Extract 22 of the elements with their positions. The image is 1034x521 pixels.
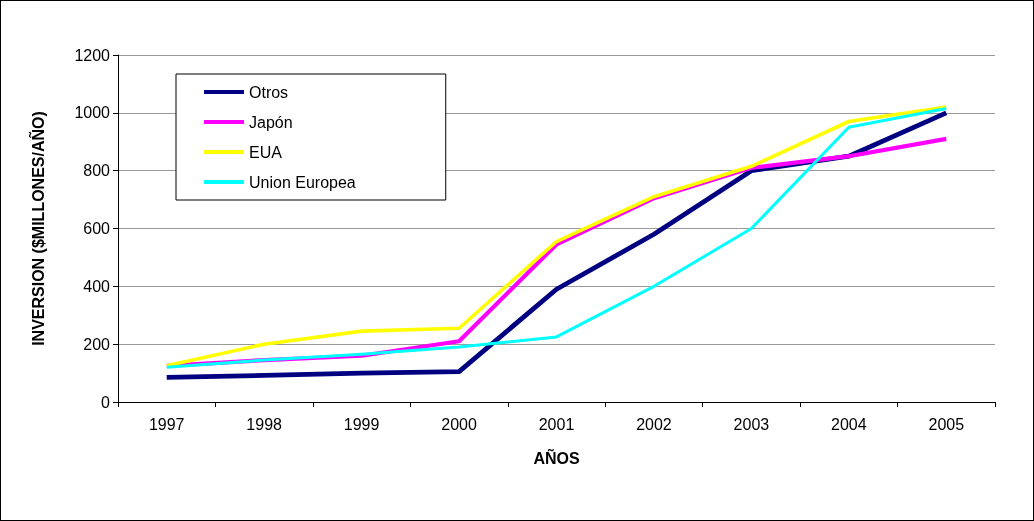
y-tick-label: 1200 [74,46,111,64]
legend-label: Otros [249,83,289,101]
y-tick-label: 800 [83,162,111,180]
x-tick-label: 2005 [928,415,965,433]
y-tick-label: 200 [83,335,111,353]
y-tick-label: 1000 [74,104,111,122]
legend-label: EUA [249,143,283,161]
x-tick-label: 1997 [148,415,185,433]
x-tick-label: 2000 [441,415,477,433]
x-tick-label: 2002 [636,415,672,433]
x-tick-label: 2003 [733,415,770,433]
y-tick-label: 0 [101,393,111,411]
x-tick-label: 1999 [343,415,380,433]
y-tick-label: 400 [83,277,111,295]
x-tick-label: 2004 [831,415,867,433]
x-tick-label: 1998 [246,415,283,433]
y-axis-title: INVERSION ($MILLONES/AÑO) [27,111,47,346]
x-axis-title: AÑOS [533,447,580,467]
x-tick-label: 2001 [538,415,575,433]
legend-label: Japón [249,113,293,131]
legend-label: Union Europea [249,173,356,191]
y-tick-label: 600 [83,220,111,237]
